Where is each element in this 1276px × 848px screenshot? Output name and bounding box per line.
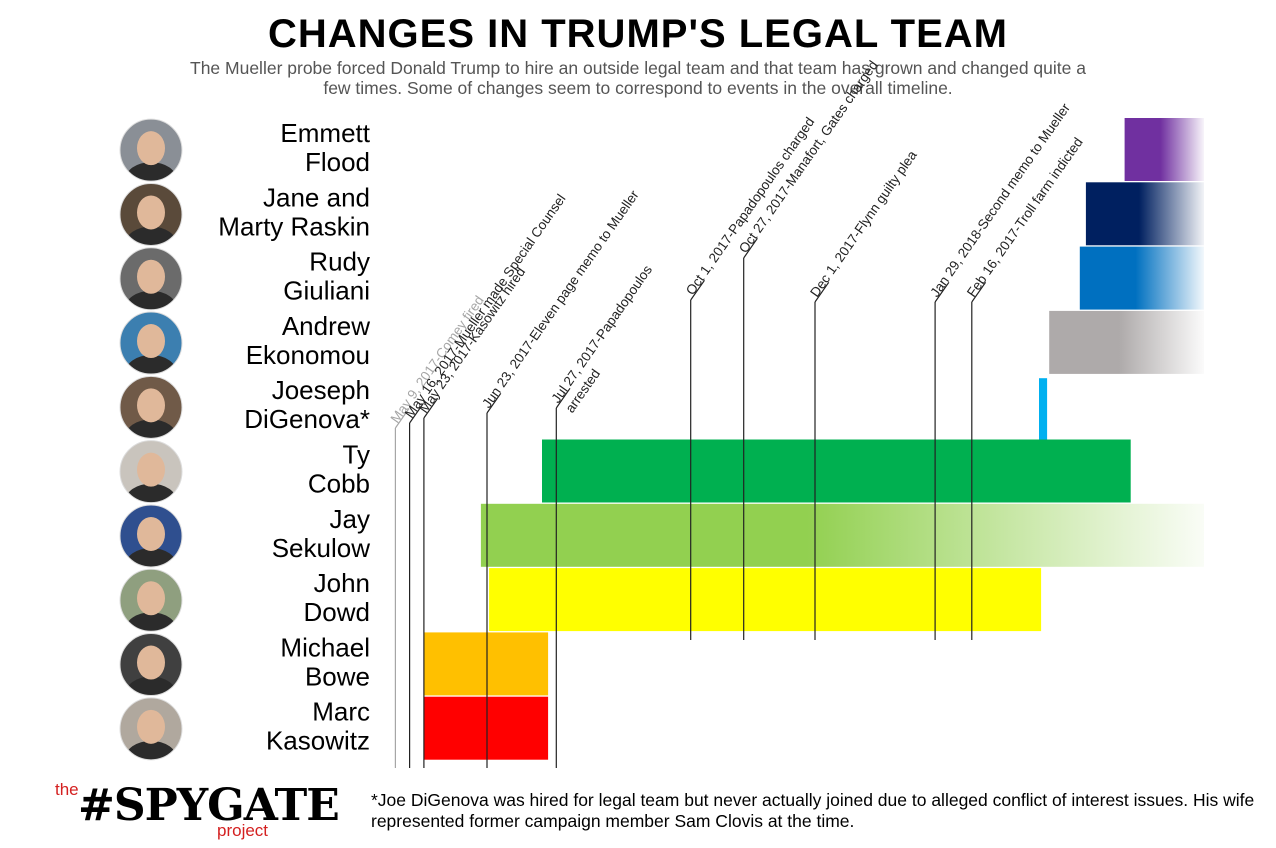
name-label-jay-sekulow-line1: Jay bbox=[330, 504, 370, 534]
spygate-logo: the #SPYGATE project bbox=[52, 780, 352, 842]
event-2018-01-29-tick bbox=[934, 281, 950, 303]
event-2018-01-29-label: Jan 29, 2018-Second memo to Mueller bbox=[927, 100, 1073, 300]
giuliani-portrait-icon bbox=[119, 247, 183, 311]
bar-marc-kasowitz bbox=[423, 696, 549, 760]
name-label-jane-and-marty-raskin-line2: Marty Raskin bbox=[218, 211, 370, 241]
bars-layer bbox=[423, 118, 1204, 760]
event-2017-10-01-tick bbox=[690, 279, 705, 301]
bowe-portrait-icon bbox=[119, 633, 183, 697]
bar-john-dowd bbox=[489, 568, 1042, 632]
event-2017-05-23-tick bbox=[423, 397, 439, 419]
name-label-jane-and-marty-raskin-line1: Jane and bbox=[263, 182, 370, 212]
chart-subtitle: The Mueller probe forced Donald Trump to… bbox=[190, 58, 1086, 98]
name-label-emmett-flood-line2: Flood bbox=[305, 147, 370, 177]
event-2017-05-09-tick bbox=[394, 407, 410, 429]
bar-jane-and-marty-raskin bbox=[1085, 182, 1204, 246]
ekonomou-portrait-icon bbox=[119, 311, 183, 375]
bar-jay-sekulow bbox=[480, 503, 1204, 567]
cobb-portrait-icon bbox=[119, 440, 183, 504]
name-label-ty-cobb-line2: Cobb bbox=[308, 469, 370, 499]
name-label-emmett-flood-line1: Emmett bbox=[280, 118, 370, 148]
event-2017-12-01-label: Dec 1, 2017-Flynn guilty plea bbox=[807, 147, 920, 299]
bar-emmett-flood bbox=[1124, 118, 1204, 181]
bar-joeseph-digenova bbox=[1039, 378, 1048, 446]
event-2017-10-27-tick bbox=[743, 237, 758, 259]
kasowitz-portrait-icon bbox=[119, 697, 183, 761]
name-label-marc-kasowitz-line1: Marc bbox=[312, 697, 370, 727]
bar-rudy-giuliani bbox=[1079, 246, 1204, 310]
logo-main-text: #SPYGATE bbox=[78, 780, 340, 831]
name-label-rudy-giuliani-line2: Giuliani bbox=[283, 276, 370, 306]
bar-ty-cobb bbox=[542, 439, 1131, 503]
name-label-joeseph-digenova-line2: DiGenova* bbox=[244, 404, 370, 434]
name-label-john-dowd-line2: Dowd bbox=[304, 597, 370, 627]
footnote: *Joe DiGenova was hired for legal team b… bbox=[371, 790, 1255, 831]
event-2017-05-16-tick bbox=[409, 402, 424, 424]
event-2017-06-23-tick bbox=[486, 392, 502, 414]
dowd-portrait-icon bbox=[119, 568, 183, 632]
name-label-marc-kasowitz-line2: Kasowitz bbox=[266, 726, 370, 756]
name-label-andrew-ekonomou-line1: Andrew bbox=[282, 311, 370, 341]
event-2018-02-16-tick bbox=[971, 281, 987, 303]
event-2017-12-01-tick bbox=[814, 281, 830, 303]
bar-michael-bowe bbox=[423, 632, 549, 696]
name-label-michael-bowe-line2: Bowe bbox=[305, 661, 370, 691]
logo-the-text: the bbox=[55, 780, 79, 799]
chart-title: CHANGES IN TRUMP'S LEGAL TEAM bbox=[267, 12, 1008, 56]
sekulow-portrait-icon bbox=[119, 504, 183, 568]
name-label-ty-cobb-line1: Ty bbox=[343, 440, 370, 470]
event-2017-05-16-label: May 16, 2017-Mueller made Special Counse… bbox=[402, 191, 569, 420]
name-label-jay-sekulow-line2: Sekulow bbox=[272, 533, 370, 563]
raskin-portrait-icon bbox=[119, 182, 183, 246]
portraits-layer bbox=[119, 118, 183, 761]
digenova-portrait-icon bbox=[119, 375, 183, 439]
event-2017-10-01-label: Oct 1, 2017-Papadopoulos charged bbox=[683, 115, 818, 298]
name-label-joeseph-digenova-line1: Joeseph bbox=[272, 375, 370, 405]
logo-project-text: project bbox=[217, 821, 269, 840]
flood-portrait-icon bbox=[119, 118, 183, 182]
name-label-andrew-ekonomou-line2: Ekonomou bbox=[246, 340, 370, 370]
name-label-rudy-giuliani-line1: Rudy bbox=[309, 247, 370, 277]
bar-andrew-ekonomou bbox=[1049, 310, 1204, 374]
event-2017-07-27-tick bbox=[555, 387, 571, 409]
event-2017-05-23-label: May 23, 2017-Kasowitz hired bbox=[416, 265, 528, 416]
name-label-michael-bowe-line1: Michael bbox=[280, 632, 370, 662]
name-label-john-dowd-line1: John bbox=[314, 568, 370, 598]
